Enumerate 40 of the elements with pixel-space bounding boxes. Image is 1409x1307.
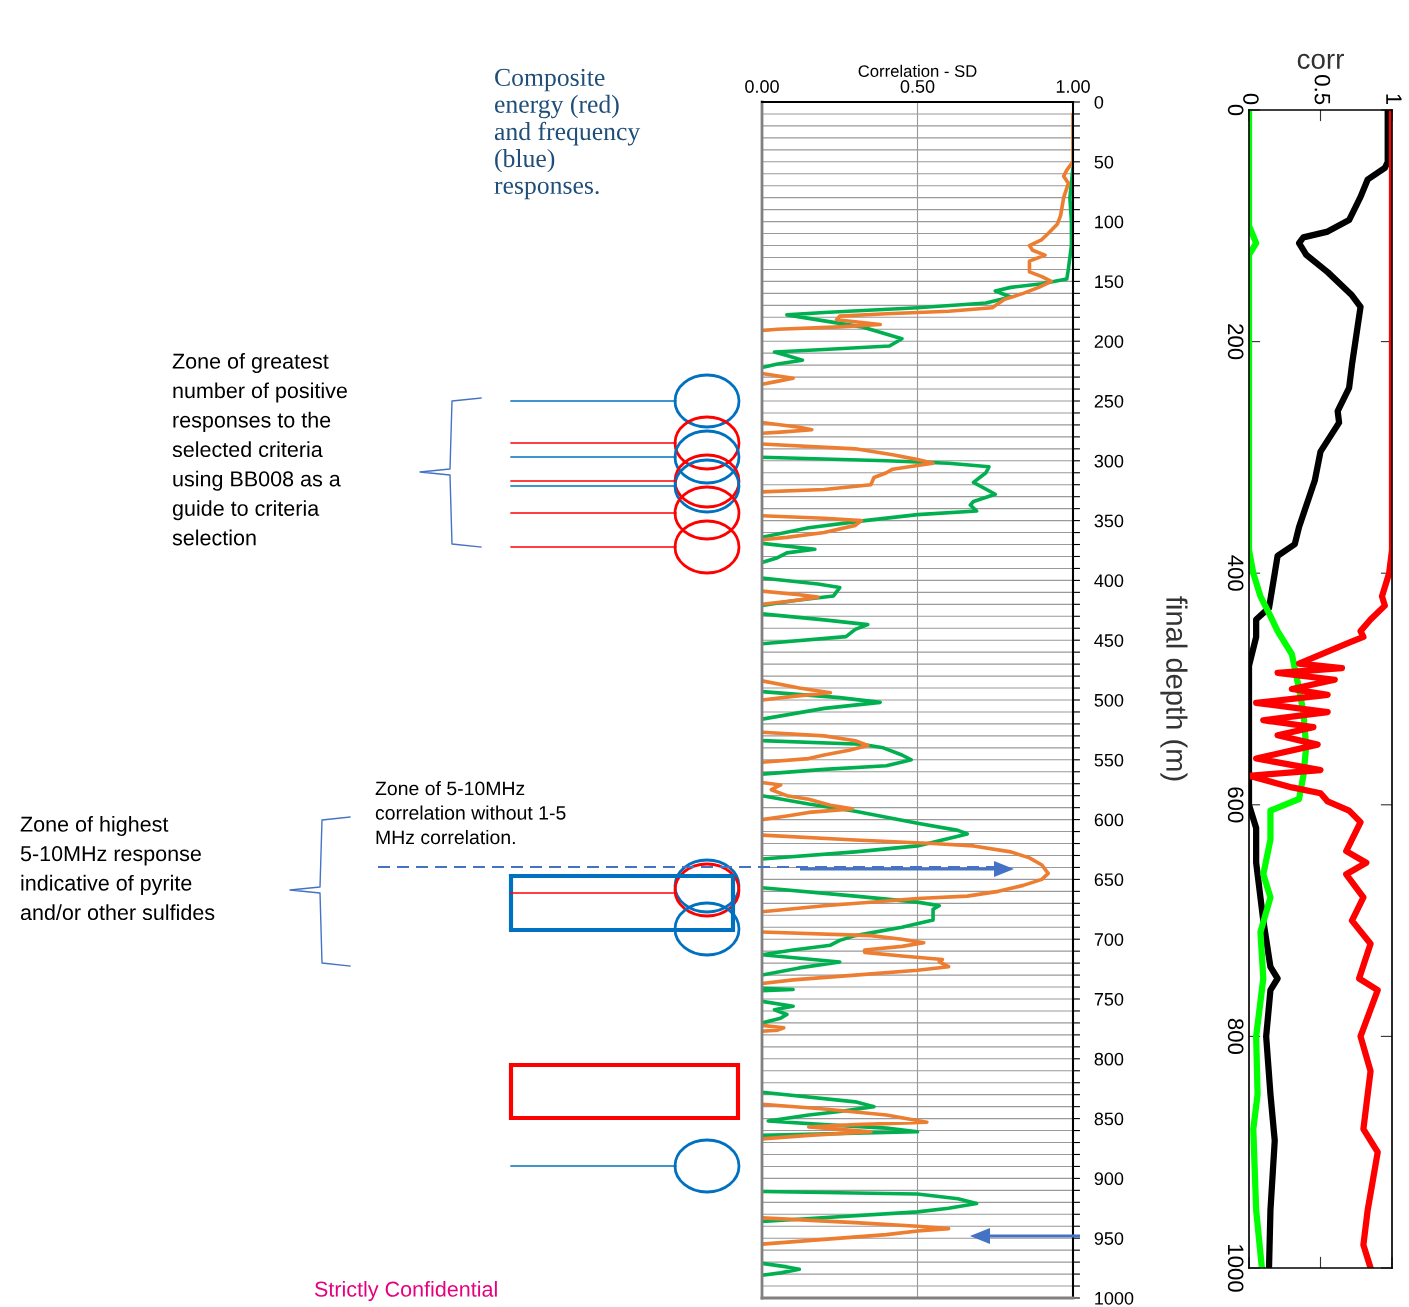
y-tick-label: 0 [1227, 104, 1244, 116]
y-tick-label: 400 [1094, 574, 1124, 588]
text: Zone of greatest number of positive responses to the selected criteria using BB008 as a guide to criteria selection [172, 353, 347, 546]
x-tick-label: 1.00 [1056, 80, 1090, 93]
y-tick-label: 250 [1094, 394, 1124, 408]
y-tick-label: 850 [1094, 1112, 1124, 1126]
y-tick-label: 900 [1094, 1172, 1124, 1186]
y-tick-label: 800 [1094, 1052, 1124, 1066]
y-tick-label: 200 [1227, 324, 1244, 360]
y-tick-label: 800 [1227, 1018, 1244, 1055]
x-tick-label: 0.5 [1314, 75, 1331, 105]
y-tick-label: 600 [1227, 787, 1244, 823]
y-tick-label: 600 [1094, 813, 1124, 827]
y-tick-label: 700 [1094, 933, 1124, 946]
y-tick-label: 1000 [1095, 1291, 1134, 1305]
text: Zone of 5-10MHz correlation without 1-5 MHz correlation. [375, 781, 566, 845]
x-tick-label: 0.50 [900, 80, 935, 93]
y-tick-label: 350 [1094, 514, 1124, 528]
y-tick-label: 550 [1094, 753, 1124, 767]
y-tick-label: 300 [1094, 454, 1124, 468]
y-tick-label: 50 [1094, 155, 1114, 169]
x-axis-title: corr [1297, 53, 1344, 69]
x-tick-label: 0 [1243, 93, 1259, 105]
text: Zone of highest 5-10MHz response indicative of pyrite and/or other sulfides [20, 816, 215, 921]
y-tick-label: 1000 [1227, 1244, 1244, 1292]
y-tick-label: 750 [1094, 992, 1124, 1006]
y-tick-label: 400 [1227, 555, 1244, 591]
y-tick-label: 150 [1095, 275, 1124, 289]
y-tick-label: 450 [1094, 634, 1124, 647]
x-axis-title: Correlation - SD [858, 64, 977, 77]
y-tick-label: 200 [1094, 335, 1124, 348]
y-tick-label: 500 [1094, 693, 1124, 707]
text: Composite energy (red) and frequency (blue) responses. [494, 68, 641, 200]
y-axis-title: final depth (m) [1160, 596, 1188, 781]
text: Strictly Confidential [314, 1281, 497, 1302]
y-tick-label: 950 [1094, 1232, 1124, 1245]
x-tick-label: 0.00 [745, 80, 779, 93]
y-tick-label: 100 [1095, 215, 1124, 229]
y-tick-label: 650 [1094, 873, 1124, 887]
x-tick-label: 1 [1386, 94, 1402, 105]
